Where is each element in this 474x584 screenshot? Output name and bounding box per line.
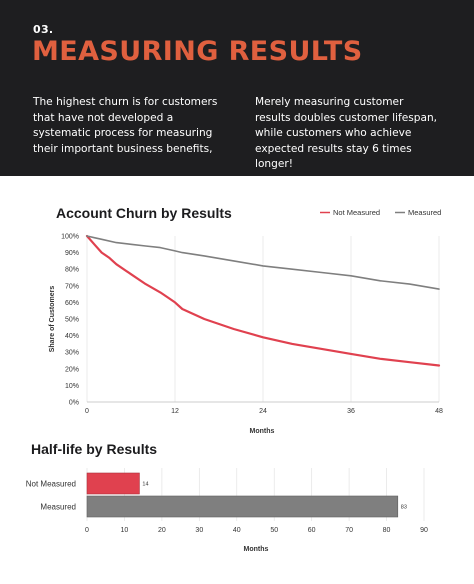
x-tick-label: 12: [171, 408, 179, 415]
y-tick-label: 60%: [65, 300, 79, 307]
charts-svg: Account Churn by Results Not Measured Mea…: [26, 205, 443, 553]
bar-category-label: Measured: [40, 503, 76, 512]
bar: [86, 495, 399, 518]
x-tick-label: 36: [347, 408, 355, 415]
legend-label: Measured: [408, 208, 441, 217]
series-line-not-measured: [85, 234, 441, 367]
x-tick-label: 20: [158, 527, 166, 534]
bar-category-label: Not Measured: [26, 480, 76, 489]
line-chart-x-label: Months: [250, 428, 275, 435]
y-tick-label: 0%: [69, 400, 79, 407]
y-tick-label: 90%: [65, 250, 79, 257]
x-tick-label: 0: [85, 408, 89, 415]
line-chart-legend: Not Measured Measured: [320, 208, 441, 217]
x-tick-label: 30: [195, 527, 203, 534]
y-tick-label: 100%: [61, 234, 79, 241]
intro-text-left: The highest churn is for customers that …: [33, 96, 218, 155]
x-tick-label: 48: [435, 408, 443, 415]
x-tick-label: 80: [383, 527, 391, 534]
x-tick-label: 24: [259, 408, 267, 415]
line-chart-series: [85, 234, 441, 367]
y-tick-label: 30%: [65, 350, 79, 357]
bar-value-label: 83: [401, 505, 407, 511]
line-chart-y-label: Share of Customers: [49, 286, 56, 353]
line-chart: Account Churn by Results Not Measured Mea…: [49, 205, 443, 435]
x-tick-label: 60: [308, 527, 316, 534]
legend-label: Not Measured: [333, 208, 380, 217]
y-tick-label: 70%: [65, 283, 79, 290]
section-title: MEASURING RESULTS: [32, 36, 363, 67]
x-tick-label: 10: [121, 527, 129, 534]
line-chart-title: Account Churn by Results: [56, 205, 232, 221]
bar-chart-title: Half-life by Results: [31, 441, 157, 457]
y-tick-label: 20%: [65, 366, 79, 373]
bar-chart-bars: Not Measured 14 Measured 83: [26, 472, 407, 518]
x-tick-label: 0: [85, 527, 89, 534]
x-tick-label: 50: [270, 527, 278, 534]
y-tick-label: 50%: [65, 317, 79, 324]
intro-text-right: Merely measuring customer results double…: [255, 96, 438, 170]
series-line-measured: [86, 235, 440, 290]
bar: [86, 472, 140, 495]
x-tick-label: 40: [233, 527, 241, 534]
line-chart-y-ticks: 0% 10% 20% 30% 40% 50% 60% 70% 80% 90% 100%: [61, 234, 79, 407]
hero-section: 03. MEASURING RESULTS The highest churn …: [0, 0, 474, 176]
x-tick-label: 70: [345, 527, 353, 534]
y-tick-label: 40%: [65, 333, 79, 340]
y-tick-label: 80%: [65, 267, 79, 274]
bar-value-label: 14: [142, 482, 148, 488]
y-tick-label: 10%: [65, 383, 79, 390]
x-tick-label: 90: [420, 527, 428, 534]
bar-chart-x-ticks: 0 10 20 30 40 50 60 70 80 90: [85, 527, 428, 534]
line-chart-x-ticks: 0 12 24 36 48: [85, 408, 443, 415]
charts-area: Account Churn by Results Not Measured Mea…: [0, 176, 474, 579]
section-number: 03.: [33, 23, 54, 36]
bar-chart-x-label: Months: [244, 546, 269, 553]
line-chart-grid: [86, 236, 440, 403]
bar-chart: Half-life by Results 0 10 20 30 40 50 60 70 80 90…: [26, 441, 428, 553]
